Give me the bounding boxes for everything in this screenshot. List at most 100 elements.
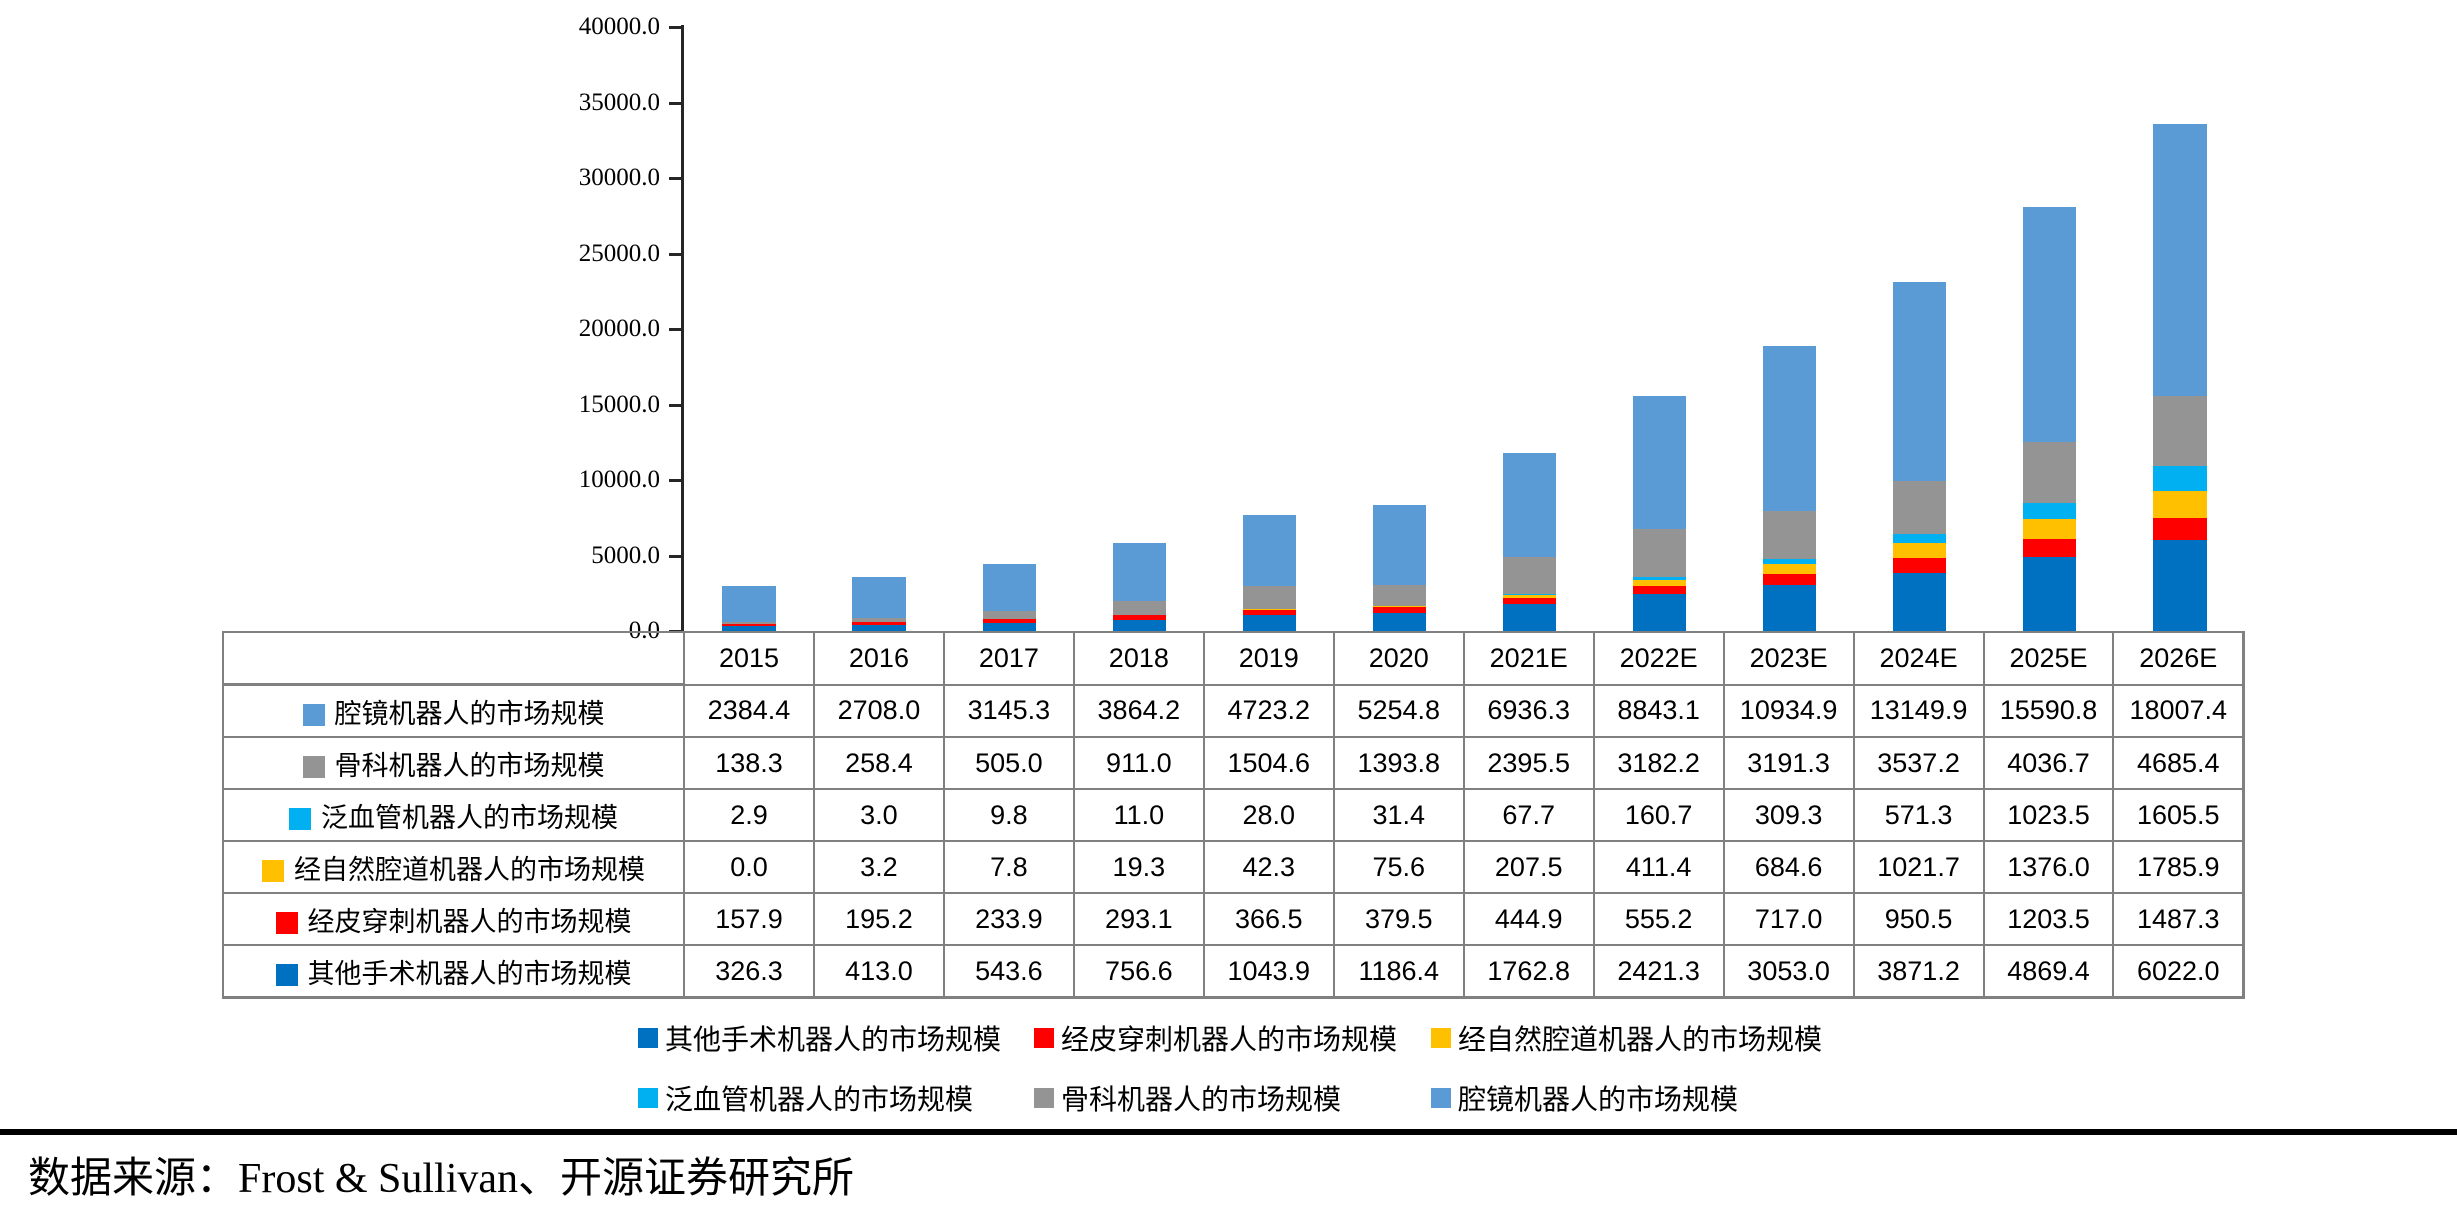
bar-column-2022E [1595,27,1725,631]
table-value-cell: 18007.4 [2113,685,2243,738]
y-tick-label: 30000.0 [470,164,660,192]
table-value-cell: 379.5 [1334,893,1464,945]
y-tick-label: 40000.0 [470,13,660,41]
table-value-cell: 2384.4 [684,685,814,738]
table-value-cell: 2708.0 [814,685,944,738]
table-value-cell: 717.0 [1724,893,1854,945]
table-value-cell: 413.0 [814,945,944,998]
table-header-year: 2016 [814,632,944,685]
bar-column-2016 [814,27,944,631]
bar-column-2017 [944,27,1074,631]
table-value-cell: 1021.7 [1854,841,1984,893]
stacked-bar [852,27,905,631]
table-value-cell: 3145.3 [944,685,1074,738]
legend-item: 经自然腔道机器人的市场规模 [1431,1018,2031,1058]
table-header-year: 2021E [1464,632,1594,685]
table-header-year: 2019 [1204,632,1334,685]
bar-segment [2023,207,2076,442]
table-row-label: 经皮穿刺机器人的市场规模 [223,893,684,945]
table-value-cell: 543.6 [944,945,1074,998]
source-note: 数据来源：Frost & Sullivan、开源证券研究所 [28,1144,854,1205]
legend-swatch [1034,1088,1054,1108]
plot-area [684,27,2245,631]
stacked-bar [1113,27,1166,631]
bar-column-2024E [1855,27,1985,631]
bar-segment [1893,573,1946,631]
bar-segment [2153,540,2206,631]
stacked-bar [1763,27,1816,631]
table-value-cell: 258.4 [814,737,944,789]
bar-segment [1893,282,1946,481]
table-header-year: 2020 [1334,632,1464,685]
table-value-cell: 4685.4 [2113,737,2243,789]
table-value-cell: 571.3 [1854,789,1984,841]
bar-segment [1763,574,1816,585]
table-value-cell: 3053.0 [1724,945,1854,998]
bar-segment [1633,594,1686,631]
series-name: 腔镜机器人的市场规模 [335,699,605,729]
table-value-cell: 5254.8 [1334,685,1464,738]
stacked-bar [2153,27,2206,631]
table-value-cell: 444.9 [1464,893,1594,945]
bar-segment [1243,586,1296,609]
table-row-label: 腔镜机器人的市场规模 [223,685,684,738]
table-value-cell: 3191.3 [1724,737,1854,789]
table-value-cell: 3871.2 [1854,945,1984,998]
table-header-year: 2022E [1594,632,1724,685]
table-value-cell: 19.3 [1074,841,1204,893]
table-value-cell: 1504.6 [1204,737,1334,789]
table-value-cell: 4723.2 [1204,685,1334,738]
table-value-cell: 6936.3 [1464,685,1594,738]
table-value-cell: 13149.9 [1854,685,1984,738]
bar-segment [1243,615,1296,631]
bar-segment [1243,515,1296,586]
table-value-cell: 31.4 [1334,789,1464,841]
legend-label: 经皮穿刺机器人的市场规模 [1061,1018,1397,1058]
stacked-bar [1243,27,1296,631]
bar-segment [2153,396,2206,467]
bar-segment [1373,613,1426,631]
table-value-cell: 2395.5 [1464,737,1594,789]
table-value-cell: 1605.5 [2113,789,2243,841]
legend-item: 经皮穿刺机器人的市场规模 [1034,1018,1431,1058]
table-value-cell: 6022.0 [2113,945,2243,998]
bar-segment [1503,557,1556,593]
series-name: 骨科机器人的市场规模 [335,751,605,781]
series-name: 泛血管机器人的市场规模 [321,803,618,833]
table-value-cell: 1785.9 [2113,841,2243,893]
series-color-swatch [289,808,311,830]
series-color-swatch [276,964,298,986]
footer-divider [0,1129,2457,1135]
y-tick [669,177,681,180]
bar-segment [1763,346,1816,511]
series-name: 经皮穿刺机器人的市场规模 [308,907,632,937]
y-tick-label: 25000.0 [470,240,660,268]
table-value-cell: 3182.2 [1594,737,1724,789]
bar-segment [852,577,905,618]
table-value-cell: 1762.8 [1464,945,1594,998]
bar-segment [1763,511,1816,559]
table-value-cell: 10934.9 [1724,685,1854,738]
table-value-cell: 326.3 [684,945,814,998]
table-value-cell: 2421.3 [1594,945,1724,998]
table-value-cell: 0.0 [684,841,814,893]
bar-column-2023E [1725,27,1855,631]
table-value-cell: 7.8 [944,841,1074,893]
bar-segment [1113,620,1166,631]
table-value-cell: 309.3 [1724,789,1854,841]
table-header-year: 2018 [1074,632,1204,685]
table-value-cell: 3.2 [814,841,944,893]
bar-segment [2023,557,2076,631]
table-value-cell: 138.3 [684,737,814,789]
y-tick [669,253,681,256]
legend-item: 骨科机器人的市场规模 [1034,1078,1431,1118]
legend-item: 腔镜机器人的市场规模 [1431,1078,2031,1118]
y-tick [669,26,681,29]
legend-label: 泛血管机器人的市场规模 [665,1078,973,1118]
table-value-cell: 1043.9 [1204,945,1334,998]
table-value-cell: 28.0 [1204,789,1334,841]
table-value-cell: 3864.2 [1074,685,1204,738]
bar-column-2019 [1204,27,1334,631]
bar-segment [1113,543,1166,601]
stacked-bar [722,27,775,631]
